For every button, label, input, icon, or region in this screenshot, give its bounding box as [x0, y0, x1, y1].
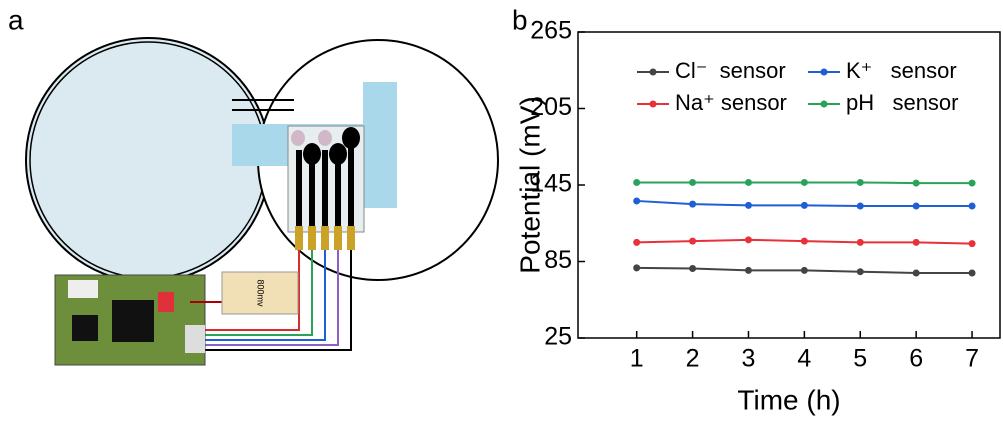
data-point	[912, 179, 920, 187]
legend-marker	[820, 68, 828, 76]
legend-label: Cl⁻ sensor	[675, 58, 786, 83]
data-point	[800, 201, 808, 209]
data-point	[800, 237, 808, 245]
y-tick-label: 25	[544, 323, 572, 351]
legend-marker	[649, 100, 657, 108]
connector	[185, 325, 205, 353]
data-point	[968, 202, 976, 210]
data-point	[633, 178, 641, 186]
data-point	[689, 237, 697, 245]
x-tick-label: 6	[909, 345, 923, 373]
data-point	[856, 178, 864, 186]
data-point	[968, 179, 976, 187]
channel	[363, 82, 397, 208]
data-point	[856, 202, 864, 210]
legend-label: pH sensor	[846, 90, 959, 115]
x-tick-label: 7	[965, 345, 979, 373]
display-label: 800mv	[256, 279, 266, 307]
data-point	[856, 268, 864, 276]
panel-label: a	[8, 4, 24, 35]
data-point	[744, 236, 752, 244]
switch	[158, 292, 174, 312]
chip	[112, 300, 154, 342]
data-point	[912, 238, 920, 246]
legend-label: Na⁺ sensor	[675, 90, 787, 115]
data-point	[744, 266, 752, 274]
data-point	[744, 201, 752, 209]
y-tick-label: 85	[544, 246, 572, 274]
data-point	[744, 178, 752, 186]
x-tick-label: 4	[797, 345, 811, 373]
y-axis-title: Potential (mV)	[514, 96, 545, 273]
x-axis-title: Time (h)	[737, 384, 840, 415]
x-tick-label: 3	[742, 345, 756, 373]
panel-label: b	[512, 4, 528, 35]
legend-label: K⁺ sensor	[846, 58, 957, 83]
y-tick-label: 145	[530, 170, 572, 198]
data-point	[633, 238, 641, 246]
data-point	[800, 266, 808, 274]
data-point	[689, 265, 697, 273]
data-point	[912, 202, 920, 210]
data-point	[633, 264, 641, 272]
legend-marker	[649, 68, 657, 76]
data-point	[689, 178, 697, 186]
data-point	[912, 269, 920, 277]
x-tick-label: 1	[630, 345, 644, 373]
y-tick-label: 265	[530, 17, 572, 45]
data-point	[689, 200, 697, 208]
data-point	[968, 240, 976, 248]
data-point	[633, 197, 641, 205]
data-point	[968, 269, 976, 277]
data-point	[856, 238, 864, 246]
data-point	[800, 178, 808, 186]
electrodes	[291, 127, 360, 226]
y-tick-label: 205	[530, 93, 572, 121]
connector	[68, 280, 98, 298]
chip	[72, 315, 98, 341]
contacts	[295, 226, 355, 250]
display	[221, 271, 299, 315]
x-tick-label: 2	[686, 345, 700, 373]
x-tick-label: 5	[853, 345, 867, 373]
wires	[205, 250, 352, 351]
diagram: 800mv	[25, 37, 499, 366]
legend-marker	[820, 100, 828, 108]
